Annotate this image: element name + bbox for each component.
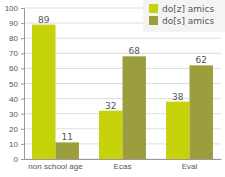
- legend: do[z] amics do[s] amics: [143, 0, 225, 32]
- y-axis: 0 10 20 30 40 50 60 70 80 90 100: [5, 4, 25, 164]
- tick: 50: [9, 80, 24, 89]
- tick: Eval: [182, 159, 198, 171]
- tick: Ecas: [114, 159, 132, 171]
- tick-label: Ecas: [114, 162, 132, 171]
- tick-label: non school age: [28, 162, 83, 171]
- tick-mark: [21, 23, 24, 24]
- bar: [123, 56, 146, 159]
- tick: 10: [9, 140, 24, 149]
- tick-label: 0: [14, 155, 19, 164]
- legend-swatch: [149, 4, 158, 13]
- tick: 100: [5, 4, 24, 13]
- tick: non school age: [28, 159, 83, 171]
- tick-mark: [21, 114, 24, 115]
- axis-line: [25, 159, 222, 160]
- tick: 60: [9, 64, 24, 73]
- x-axis: non school age Ecas Eval: [25, 159, 222, 171]
- tick-mark: [21, 68, 24, 69]
- tick-mark: [21, 38, 24, 39]
- legend-swatch: [149, 16, 158, 25]
- bar: [99, 111, 122, 159]
- tick-mark: [21, 99, 24, 100]
- bar: [190, 65, 213, 159]
- tick-mark: [21, 84, 24, 85]
- tick-label: 100: [5, 4, 19, 13]
- bar: [166, 102, 189, 159]
- data-label: 38: [172, 92, 184, 102]
- tick-label: 70: [9, 49, 18, 58]
- tick-label: Eval: [182, 162, 198, 171]
- tick-mark: [21, 8, 24, 9]
- data-label: 11: [61, 132, 72, 142]
- tick-mark: [21, 129, 24, 130]
- tick-label: 80: [9, 34, 18, 43]
- tick-label: 90: [9, 19, 18, 28]
- tick: 40: [9, 95, 24, 104]
- data-label: 89: [38, 15, 50, 25]
- tick-mark: [21, 144, 24, 145]
- tick-label: 10: [9, 140, 18, 149]
- tick: 0: [14, 155, 24, 164]
- tick-label: 40: [9, 95, 18, 104]
- tick: 90: [9, 19, 24, 28]
- tick-label: 30: [9, 110, 18, 119]
- bar: [32, 25, 55, 159]
- bar: [55, 142, 78, 159]
- tick-mark: [21, 53, 24, 54]
- legend-box: [143, 0, 225, 32]
- tick: 30: [9, 110, 24, 119]
- legend-label: do[z] amics: [162, 4, 215, 14]
- tick: 80: [9, 34, 24, 43]
- data-label: 62: [196, 55, 207, 65]
- legend-label: do[s] amics: [162, 16, 215, 26]
- tick-mark: [21, 159, 24, 160]
- tick-label: 20: [9, 125, 18, 134]
- axis-line: [21, 9, 25, 160]
- data-labels: 89 32 38 11 68 62: [38, 15, 207, 143]
- bars: [32, 25, 213, 159]
- tick: 20: [9, 125, 24, 134]
- chart: 0 10 20 30 40 50 60 70 80 90 100 non school age Ecas…: [0, 0, 225, 177]
- data-label: 68: [128, 46, 140, 56]
- tick: 70: [9, 49, 24, 58]
- tick-label: 50: [9, 80, 18, 89]
- data-label: 32: [105, 101, 116, 111]
- tick-label: 60: [9, 64, 18, 73]
